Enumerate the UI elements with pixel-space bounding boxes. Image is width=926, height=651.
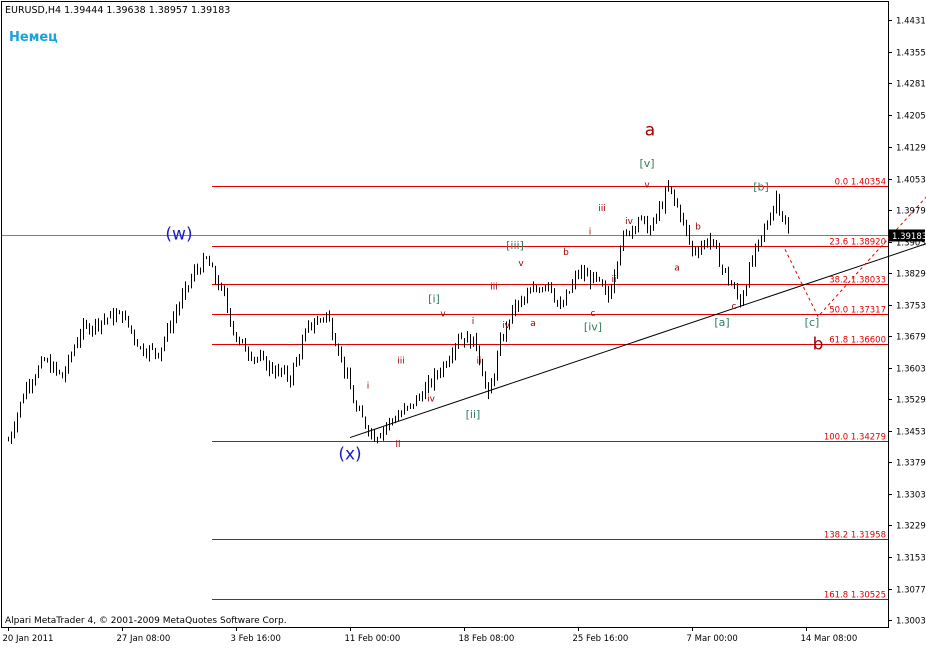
y-tick-label-15: 1.33036: [896, 491, 926, 501]
y-tick-label-7: 1.39036: [896, 239, 926, 249]
wave-label-16: iv: [625, 217, 634, 227]
wave-label-12: [c]: [805, 316, 820, 329]
y-tick-label-10: 1.36796: [896, 333, 926, 343]
wave-label-6: [v]: [639, 157, 654, 170]
x-tick-label-5: 25 Feb 16:00: [573, 634, 629, 644]
y-tick-label-0: 1.44316: [896, 17, 926, 27]
fib-label-6: 138.2 1.31958: [824, 531, 886, 541]
y-tick-label-18: 1.30776: [896, 586, 926, 596]
wave-label-3: a: [645, 121, 655, 141]
wave-label-33: iv: [427, 394, 436, 404]
trendline: [349, 243, 926, 439]
fib-label-4: 61.8 1.36600: [829, 336, 886, 346]
y-tick-label-6: 1.39796: [896, 207, 926, 217]
x-tick-label-1: 27 Jan 08:00: [117, 634, 171, 644]
fib-label-5: 100.0 1.34279: [824, 433, 886, 443]
wave-label-27: iv: [502, 321, 511, 331]
y-tick-label-12: 1.35296: [896, 396, 926, 406]
x-tick-label-3: 11 Feb 00:00: [345, 634, 401, 644]
wave-label-0: (w): [165, 225, 192, 245]
wave-label-13: [ii]: [466, 408, 481, 421]
wave-label-17: i: [589, 227, 592, 237]
fib-label-3: 50.0 1.37317: [829, 306, 886, 316]
y-tick-label-4: 1.41296: [896, 144, 926, 154]
y-tick-label-3: 1.42056: [896, 112, 926, 122]
x-tick-label-0: 20 Jan 2011: [3, 634, 54, 644]
wave-label-21: v: [518, 259, 524, 269]
wave-labels: (w)(x)(y)abc[v][b][iii][i][iv][a][c][ii]…: [165, 121, 824, 465]
wave-label-26: iii: [490, 283, 498, 293]
y-tick-label-17: 1.31536: [896, 554, 926, 564]
copyright-text: Alpari MetaTrader 4, © 2001-2009 MetaQuo…: [5, 616, 287, 626]
wave-label-8: [iii]: [506, 239, 524, 252]
wave-label-29: i: [472, 317, 475, 327]
wave-label-32: i: [367, 381, 370, 391]
wave-label-1: (x): [338, 444, 361, 464]
y-tick-label-8: 1.38296: [896, 270, 926, 280]
y-tick-label-13: 1.34536: [896, 428, 926, 438]
wave-label-14: v: [644, 181, 650, 191]
wave-label-19: a: [674, 263, 680, 273]
time-axis: 20 Jan 2011 27 Jan 08:00 3 Feb 16:00 11 Feb…: [3, 627, 858, 644]
wave-label-15: iii: [598, 204, 606, 214]
wave-label-31: iii: [397, 357, 405, 367]
x-tick-label-2: 3 Feb 16:00: [231, 634, 281, 644]
fib-label-0: 0.0 1.40354: [835, 178, 886, 188]
wave-label-9: [i]: [428, 293, 440, 306]
current-price-label: 1.39183: [892, 232, 926, 242]
projection-group: [784, 196, 926, 318]
wave-label-22: b: [563, 248, 569, 258]
price-axis: 1.44316 1.43556 1.42816 1.42056 1.41296 1.405…: [888, 17, 926, 627]
wave-label-11: [a]: [714, 316, 729, 329]
y-tick-label-19: 1.30036: [896, 617, 926, 627]
y-tick-label-1: 1.43556: [896, 49, 926, 59]
trendline-group: [349, 243, 926, 439]
wave-label-4: b: [813, 334, 824, 354]
wave-label-20: c: [732, 302, 737, 312]
fib-label-1: 23.6 1.38920: [829, 238, 886, 248]
x-tick-label-7: 14 Mar 08:00: [801, 634, 858, 644]
wave-label-34: ii: [395, 440, 400, 450]
x-tick-label-6: 7 Mar 00:00: [687, 634, 738, 644]
candlestick-series: [8, 180, 789, 445]
y-tick-label-9: 1.37536: [896, 302, 926, 312]
wave-label-10: [iv]: [584, 320, 602, 333]
wave-label-24: c: [591, 309, 596, 319]
symbol-header: EURUSD,H4 1.39444 1.39638 1.38957 1.3918…: [5, 5, 230, 16]
wave-label-25: a: [530, 319, 536, 329]
y-tick-label-14: 1.33796: [896, 459, 926, 469]
wave-label-18: b: [695, 223, 701, 233]
wave-projection: [784, 196, 926, 318]
current-price-tag: [889, 229, 925, 242]
y-tick-label-11: 1.36036: [896, 365, 926, 375]
fib-label-2: 38.2 1.38033: [829, 276, 886, 286]
y-tick-label-5: 1.40536: [896, 176, 926, 186]
y-tick-label-16: 1.32296: [896, 522, 926, 532]
fib-label-7: 161.8 1.30525: [824, 591, 886, 601]
y-tick-label-2: 1.42816: [896, 80, 926, 90]
fibonacci-levels: 0.0 1.40354 23.6 1.38920 38.2 1.38033 50.0 …: [212, 178, 888, 601]
wave-label-23: ii: [611, 275, 616, 285]
author-label: Немец: [9, 30, 58, 45]
wave-label-7: [b]: [753, 181, 769, 194]
x-tick-label-4: 18 Feb 08:00: [459, 634, 515, 644]
wave-label-30: ii: [476, 357, 481, 367]
wave-label-28: v: [440, 310, 446, 320]
